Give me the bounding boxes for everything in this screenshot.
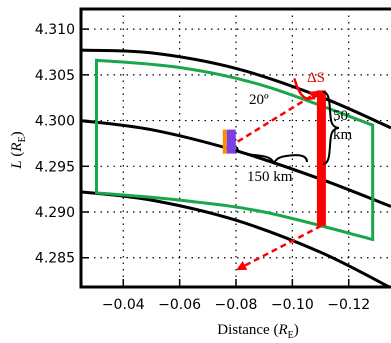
y-tick-label-3: 4.300 bbox=[35, 114, 75, 130]
angle-arc bbox=[293, 78, 315, 101]
height-unit-label: km bbox=[333, 127, 353, 143]
arrow-lower bbox=[236, 224, 322, 271]
green-box bbox=[95, 58, 375, 242]
arrow-upper bbox=[237, 90, 320, 143]
x-tick-label-2: −0.08 bbox=[215, 297, 258, 313]
x-axis-title: Distance (RE) bbox=[217, 322, 299, 341]
length-label: 150 km bbox=[247, 169, 293, 185]
delta-s-label: ΔS bbox=[307, 70, 325, 86]
angle-label: 20º bbox=[249, 92, 269, 108]
x-tick-label-3: −0.10 bbox=[271, 297, 314, 313]
y-tick-label-0: 4.285 bbox=[35, 251, 75, 267]
x-tick-label-0: −0.04 bbox=[102, 297, 145, 313]
y-tick-label-5: 4.310 bbox=[35, 22, 75, 38]
x-tick-label-1: −0.06 bbox=[158, 297, 201, 313]
spacecraft-edge bbox=[222, 129, 227, 154]
field-line-1 bbox=[81, 119, 391, 208]
y-tick-label-4: 4.305 bbox=[35, 68, 75, 84]
field-lines bbox=[81, 48, 391, 287]
tick-labels: −0.04 −0.06 −0.08 −0.10 −0.12 4.285 4.290 4.295… bbox=[35, 22, 370, 313]
height-value-label: 50 bbox=[333, 108, 348, 124]
field-line-0 bbox=[81, 48, 391, 130]
ticks bbox=[81, 28, 350, 287]
plot-area bbox=[81, 48, 391, 287]
length-brace bbox=[236, 146, 308, 165]
height-brace bbox=[322, 91, 340, 165]
y-axis-title: L (RE) bbox=[9, 131, 28, 169]
delta-s-bar bbox=[316, 90, 326, 226]
y-tick-label-1: 4.290 bbox=[35, 205, 75, 221]
spacecraft-body bbox=[226, 129, 236, 154]
x-tick-label-4: −0.12 bbox=[327, 297, 370, 313]
y-tick-label-2: 4.295 bbox=[35, 159, 75, 175]
